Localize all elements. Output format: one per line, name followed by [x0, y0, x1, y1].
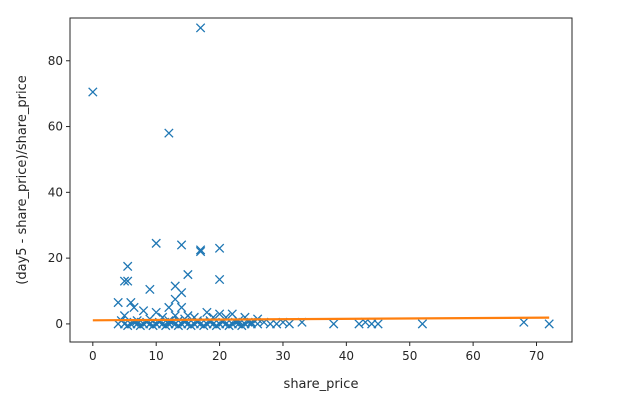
data-point: [135, 320, 146, 331]
data-point: [113, 297, 123, 308]
data-point: [119, 276, 130, 286]
data-point: [214, 243, 225, 253]
axes-frame: [69, 17, 573, 343]
data-point: [164, 128, 174, 138]
data-point: [252, 319, 263, 329]
x-tick-label: 20: [212, 349, 227, 363]
y-tick-label: 0: [55, 317, 63, 331]
x-tick-label: 60: [465, 349, 480, 363]
x-axis: 0 10 20 30 40 50 60 70: [89, 342, 544, 363]
data-point: [164, 302, 174, 313]
data-point: [284, 319, 294, 329]
data-point: [195, 246, 206, 257]
data-point: [373, 319, 383, 329]
data-point: [176, 240, 187, 250]
data-point: [519, 317, 529, 327]
x-tick-label: 0: [89, 349, 97, 363]
x-tick-label: 50: [402, 349, 417, 363]
y-tick-label: 40: [48, 185, 63, 199]
x-tick-label: 30: [275, 349, 290, 363]
data-point: [237, 320, 247, 331]
data-point: [148, 320, 158, 331]
data-point: [211, 320, 222, 331]
x-tick-label: 40: [339, 349, 354, 363]
data-point: [544, 319, 554, 329]
data-point: [176, 302, 187, 313]
data-point: [214, 274, 225, 285]
data-point: [123, 261, 133, 272]
data-point: [151, 238, 161, 248]
data-point: [202, 307, 212, 318]
y-tick-label: 60: [48, 120, 63, 134]
data-point: [119, 311, 130, 321]
x-tick-label: 10: [149, 349, 164, 363]
data-point: [183, 269, 193, 280]
data-point: [123, 320, 133, 331]
x-axis-label: share_price: [284, 377, 359, 392]
fit-line: [92, 316, 550, 322]
data-point: [195, 245, 206, 255]
data-point: [138, 306, 149, 316]
x-tick-label: 70: [529, 349, 544, 363]
data-point: [186, 320, 196, 331]
data-point: [195, 23, 206, 33]
data-point: [126, 297, 136, 308]
y-axis: 0 20 40 60 80: [48, 54, 70, 331]
y-tick-label: 20: [48, 251, 63, 265]
data-point: [224, 320, 234, 331]
data-point: [329, 319, 339, 329]
data-point: [88, 87, 98, 97]
data-point: [417, 319, 428, 329]
data-point: [173, 320, 184, 331]
data-point: [123, 276, 133, 286]
plot-area: [88, 23, 554, 331]
data-point: [199, 320, 209, 331]
data-point: [145, 284, 155, 295]
data-point: [214, 309, 225, 319]
y-axis-label: (day5 - share_price)/share_price: [15, 75, 30, 284]
data-point: [170, 311, 180, 321]
data-point: [170, 294, 180, 304]
data-point: [129, 302, 139, 313]
data-point: [161, 320, 171, 331]
y-tick-label: 80: [48, 54, 63, 68]
